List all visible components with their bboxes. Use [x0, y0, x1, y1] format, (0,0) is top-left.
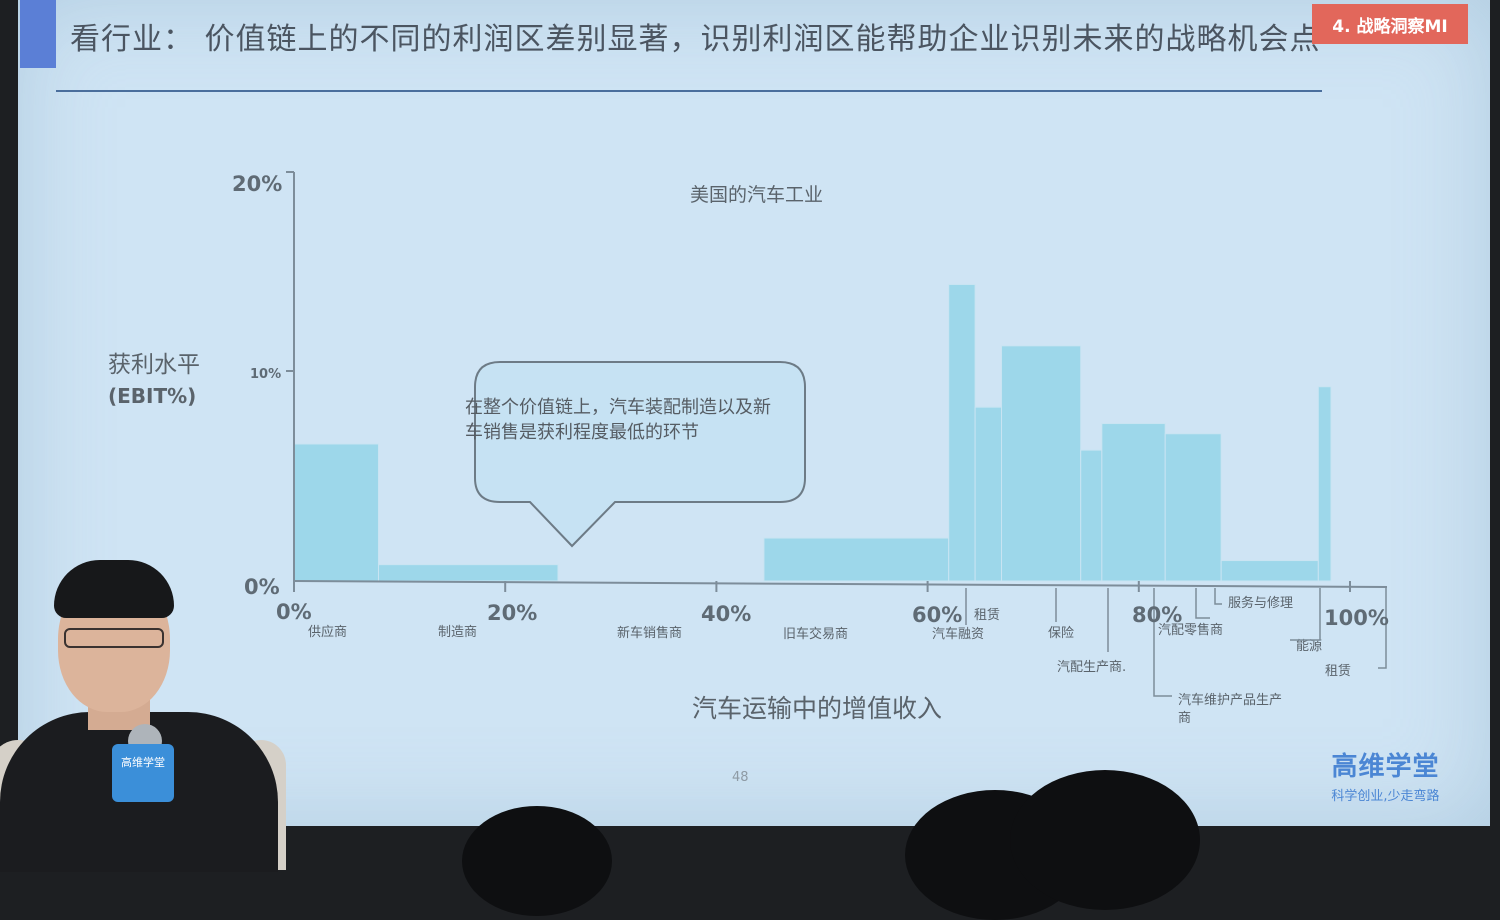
leader-line-3 [1153, 588, 1172, 697]
category-label-6: 保险 [1048, 626, 1074, 641]
category-label-2: 新车销售商 [617, 625, 682, 641]
brand-logo: 高维学堂 科学创业,少走弯路 [1318, 746, 1453, 804]
title-underline [56, 90, 1322, 92]
x-tick-label-100: 100% [1324, 606, 1389, 630]
audience-head-1 [462, 806, 612, 916]
leader-line-5 [1214, 588, 1222, 605]
page-number: 48 [732, 770, 749, 785]
profit-pool-chart: 供应商 制造商 新车销售商 旧车交易商 汽车融资租赁保险汽配生产商.汽配零售商服务与修理… [108, 171, 1389, 726]
callout-bubble [474, 361, 806, 548]
x-ticks [293, 581, 1351, 592]
x-tick-label-60: 60% [912, 603, 962, 627]
bar-1 [377, 564, 559, 582]
category-label-12: 租赁 [1325, 664, 1351, 679]
slide-title: 看行业： 价值链上的不同的利润区差别显著，识别利润区能帮助企业识别未来的战略机会… [70, 22, 1321, 57]
microphone-label: 高维学堂 [121, 756, 165, 769]
y-tick-label-20: 20% [232, 172, 282, 196]
speaker-hair [54, 560, 174, 618]
y-tick-label-10: 10% [250, 367, 281, 382]
category-labels: 供应商 制造商 新车销售商 旧车交易商 汽车融资租赁保险汽配生产商.汽配零售商服务与修理… [308, 588, 1387, 726]
category-label-1: 制造商 [438, 625, 477, 640]
bar-3 [763, 537, 950, 582]
bar-6 [1001, 345, 1082, 582]
bar-5 [974, 406, 1003, 582]
category-label-10: 服务与修理 [1228, 595, 1293, 611]
bar-4 [948, 283, 976, 582]
chart-title: 美国的汽车工业 [690, 184, 823, 206]
x-axis-label: 汽车运输中的增值收入 [692, 694, 942, 723]
category-label-11: 能源 [1296, 639, 1322, 654]
bars-layer [293, 283, 1332, 582]
bar-11 [1317, 386, 1332, 582]
title-accent-bar [20, 0, 56, 68]
x-tick-label-40: 40% [701, 602, 751, 626]
y-tick-label-0: 0% [244, 575, 280, 599]
category-label-4: 汽车融资 [932, 626, 984, 642]
logo-name: 高维学堂 [1331, 752, 1440, 782]
category-label-8: 汽车维护产品生产商 [1178, 692, 1282, 726]
category-label-0: 供应商 [308, 624, 347, 640]
x-axis [293, 580, 1388, 588]
y-axis-unit: (EBIT%) [108, 384, 196, 408]
axes [286, 171, 1388, 588]
section-badge: 4. 战略洞察MI [1312, 4, 1468, 44]
bar-8 [1101, 423, 1166, 582]
category-label-3: 旧车交易商 [783, 626, 848, 642]
x-tick-label-20: 20% [487, 601, 537, 625]
leader-line-6 [1290, 588, 1321, 641]
bar-10 [1220, 560, 1319, 582]
x-tick-label-80: 80% [1132, 603, 1182, 627]
bar-9 [1164, 433, 1222, 582]
leader-line-4 [1195, 588, 1210, 619]
x-tick-label-0: 0% [276, 600, 312, 624]
category-label-5: 租赁 [974, 608, 1000, 623]
y-axis-label: 获利水平 [108, 352, 200, 378]
category-label-9: 汽配零售商 [1158, 622, 1223, 638]
speaker-glasses [64, 628, 164, 648]
microphone-flag [112, 744, 174, 802]
audience-head-3 [1010, 770, 1200, 910]
category-label-7: 汽配生产商. [1057, 660, 1126, 675]
logo-slogan: 科学创业,少走弯路 [1331, 789, 1440, 804]
leader-line-7 [1378, 588, 1387, 669]
bar-0 [293, 443, 379, 582]
callout-text: 在整个价值链上，汽车装配制造以及新车销售是获利程度最低的环节 [465, 397, 771, 443]
bar-7 [1080, 449, 1103, 582]
